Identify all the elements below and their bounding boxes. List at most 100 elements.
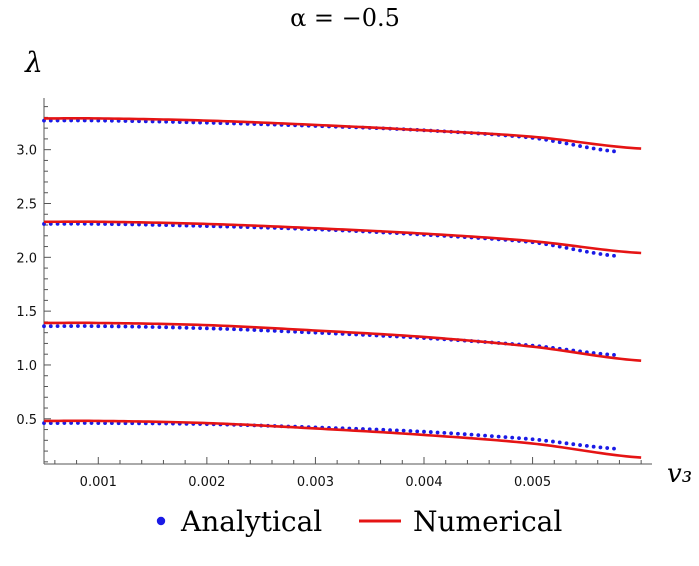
analytical-point	[612, 253, 616, 258]
y-tick-label: 2.0	[16, 251, 37, 266]
analytical-point	[157, 325, 162, 330]
analytical-point	[551, 439, 555, 444]
legend-analytical-label: Analytical	[180, 505, 322, 538]
analytical-point	[82, 324, 87, 328]
analytical-point	[109, 324, 114, 329]
analytical-point	[612, 149, 616, 154]
y-tick-label: 1.5	[16, 305, 37, 320]
plot-area	[42, 116, 642, 459]
analytical-point	[598, 445, 603, 450]
analytical-point	[191, 326, 196, 330]
analytical-point	[130, 324, 135, 329]
analytical-point	[598, 252, 603, 256]
chart-title: α = −0.5	[290, 4, 400, 32]
analytical-point	[564, 441, 569, 446]
analytical-point	[598, 147, 603, 152]
analytical-point	[401, 428, 406, 433]
analytical-point	[476, 433, 481, 438]
analytical-point	[62, 324, 67, 329]
numerical-line-4	[43, 116, 642, 150]
analytical-point	[211, 326, 216, 331]
analytical-point	[503, 435, 508, 440]
analytical-point	[232, 327, 236, 332]
analytical-point	[591, 251, 596, 255]
y-axis-label: λ	[24, 46, 43, 79]
analytical-point	[496, 434, 501, 439]
analytical-point	[177, 325, 182, 330]
analytical-point	[279, 329, 284, 334]
analytical-point	[96, 324, 101, 329]
legend-analytical-marker	[156, 516, 166, 526]
analytical-point	[245, 327, 250, 332]
analytical-point	[252, 328, 257, 332]
analytical-point	[259, 328, 264, 333]
analytical-point	[571, 442, 576, 447]
analytical-point	[150, 325, 155, 329]
analytical-point	[578, 144, 582, 148]
analytical-point	[530, 437, 535, 442]
analytical-point	[462, 432, 467, 437]
analytical-point	[48, 324, 53, 329]
analytical-point	[605, 253, 610, 257]
y-tick-label: 0.5	[16, 413, 37, 428]
y-tick-label: 1.0	[16, 359, 37, 374]
analytical-point	[598, 351, 603, 356]
analytical-point	[103, 324, 107, 329]
analytical-point	[442, 430, 447, 435]
analytical-point	[578, 443, 582, 447]
analytical-point	[435, 430, 440, 435]
analytical-point	[238, 327, 243, 332]
analytical-point	[218, 326, 223, 331]
x-tick-label: 0.001	[80, 475, 117, 490]
numerical-line-3	[44, 220, 642, 255]
analytical-point	[374, 427, 379, 432]
analytical-point	[225, 327, 230, 331]
analytical-point	[428, 430, 433, 434]
analytical-point	[123, 324, 128, 329]
analytical-point	[76, 324, 80, 328]
analytical-point	[456, 431, 460, 436]
analytical-point	[571, 142, 576, 147]
analytical-point	[584, 249, 589, 254]
analytical-point	[612, 446, 616, 451]
x-tick-label: 0.003	[297, 475, 334, 490]
y-tick-label: 3.0	[16, 144, 37, 159]
analytical-point	[517, 436, 521, 441]
analytical-point	[564, 141, 569, 146]
analytical-point	[510, 435, 515, 440]
analytical-point	[143, 324, 148, 329]
legend: Analytical Numerical	[156, 505, 562, 538]
analytical-point	[483, 433, 487, 438]
y-tick-label: 2.5	[16, 197, 37, 212]
analytical-point	[469, 432, 474, 437]
analytical-points-1	[42, 421, 616, 451]
analytical-point	[591, 146, 596, 151]
analytical-point	[394, 428, 399, 433]
x-axis-label: v₃	[667, 459, 692, 489]
analytical-point	[591, 444, 596, 449]
analytical-point	[605, 352, 610, 357]
analytical-point	[55, 324, 60, 329]
analytical-point	[164, 325, 169, 330]
analytical-point	[544, 438, 549, 443]
analytical-point	[388, 428, 392, 432]
analytical-point	[137, 324, 141, 329]
analytical-point	[584, 145, 589, 150]
analytical-point	[578, 248, 582, 253]
analytical-point	[449, 431, 454, 436]
analytical-point	[584, 444, 589, 448]
x-tick-label: 0.002	[188, 475, 225, 490]
analytical-point	[564, 246, 569, 250]
analytical-point	[557, 440, 562, 445]
analytical-point	[89, 324, 94, 329]
analytical-point	[198, 326, 202, 331]
analytical-point	[408, 429, 413, 433]
numerical-line-2	[43, 321, 642, 362]
analytical-point	[381, 427, 386, 432]
analytical-point	[69, 324, 74, 328]
analytical-point	[184, 325, 189, 330]
x-tick-label: 0.005	[514, 475, 551, 490]
analytical-point	[605, 446, 610, 450]
axes: 0.001 0.002 0.003 0.004 0.005 0.5 1.0 1.5 2.0 2.5…	[16, 98, 652, 490]
